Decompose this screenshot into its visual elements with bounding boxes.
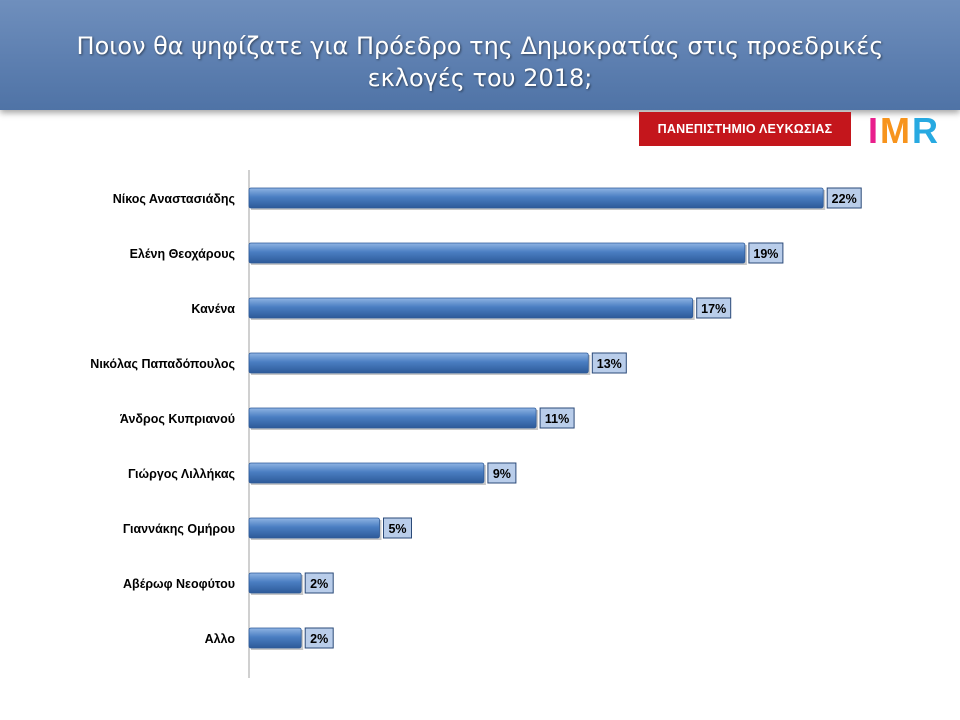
data-label-box [591,352,627,374]
category-label: Άνδρος Κυπριανού [120,412,235,426]
logo-letter-r: R [912,110,938,150]
bar [248,297,694,319]
data-label: 11% [545,412,569,426]
bar [248,517,380,539]
chart-title: Ποιον θα ψηφίζατε για Πρόεδρο της Δημοκρ… [76,32,884,92]
data-label-box [539,407,575,429]
data-label: 19% [753,247,778,261]
data-label-box [383,517,412,539]
bar [248,462,485,484]
data-label: 17% [701,302,726,316]
bar [248,352,589,374]
data-label: 2% [310,577,328,591]
data-label: 2% [310,632,328,646]
logo-letter-i: I [868,110,878,150]
bar [248,187,824,209]
category-label: Γιαννάκης Ομήρου [123,522,235,536]
category-label: Νίκος Αναστασιάδης [113,192,235,206]
imr-logo: I M R [868,110,938,150]
university-badge: ΠΑΝΕΠΙΣΤΗΜΙΟ ΛΕΥΚΩΣΙΑΣ [639,112,851,146]
data-label: 22% [832,192,857,206]
data-label: 5% [388,522,406,536]
category-label: Κανένα [191,302,235,316]
category-label: Ελένη Θεοχάρους [130,247,235,261]
data-label-box [304,572,334,594]
data-label-box [826,187,862,209]
data-label-box [696,297,732,319]
category-label: Γιώργος Λιλλήκας [128,467,235,481]
data-label-box [487,462,517,484]
bar [248,407,537,429]
data-label: 9% [493,467,511,481]
logo-letter-m: M [880,110,910,150]
data-label-box [304,627,334,649]
title-banner: Ποιον θα ψηφίζατε για Πρόεδρο της Δημοκρ… [0,0,960,110]
category-label: Αβέρωφ Νεοφύτου [123,577,235,591]
bar [248,242,746,264]
bar [248,572,302,594]
bar-chart: Νίκος Αναστασιάδης 22% Ελένη Θεοχάρους 19% Κ… [90,170,862,678]
category-label: Νικόλας Παπαδόπουλος [90,357,235,371]
data-label: 13% [597,357,622,371]
category-label: Αλλο [205,632,236,646]
data-label-box [748,242,784,264]
bar [248,627,302,649]
